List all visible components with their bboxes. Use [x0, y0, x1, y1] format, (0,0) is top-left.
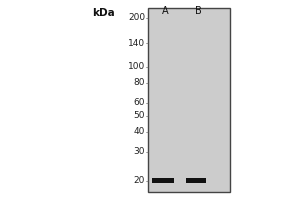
Bar: [186, 178, 206, 183]
Text: 60: 60: [134, 98, 145, 107]
Text: 140: 140: [128, 39, 145, 48]
Text: 200: 200: [128, 13, 145, 22]
Bar: [152, 178, 174, 183]
Text: 50: 50: [134, 111, 145, 120]
Text: 40: 40: [134, 127, 145, 136]
Text: A: A: [162, 6, 168, 16]
Text: 80: 80: [134, 78, 145, 87]
Text: 20: 20: [134, 176, 145, 185]
Text: 100: 100: [128, 62, 145, 71]
Text: 30: 30: [134, 147, 145, 156]
Text: kDa: kDa: [92, 8, 115, 18]
Bar: [148, 8, 230, 192]
Text: B: B: [195, 6, 201, 16]
